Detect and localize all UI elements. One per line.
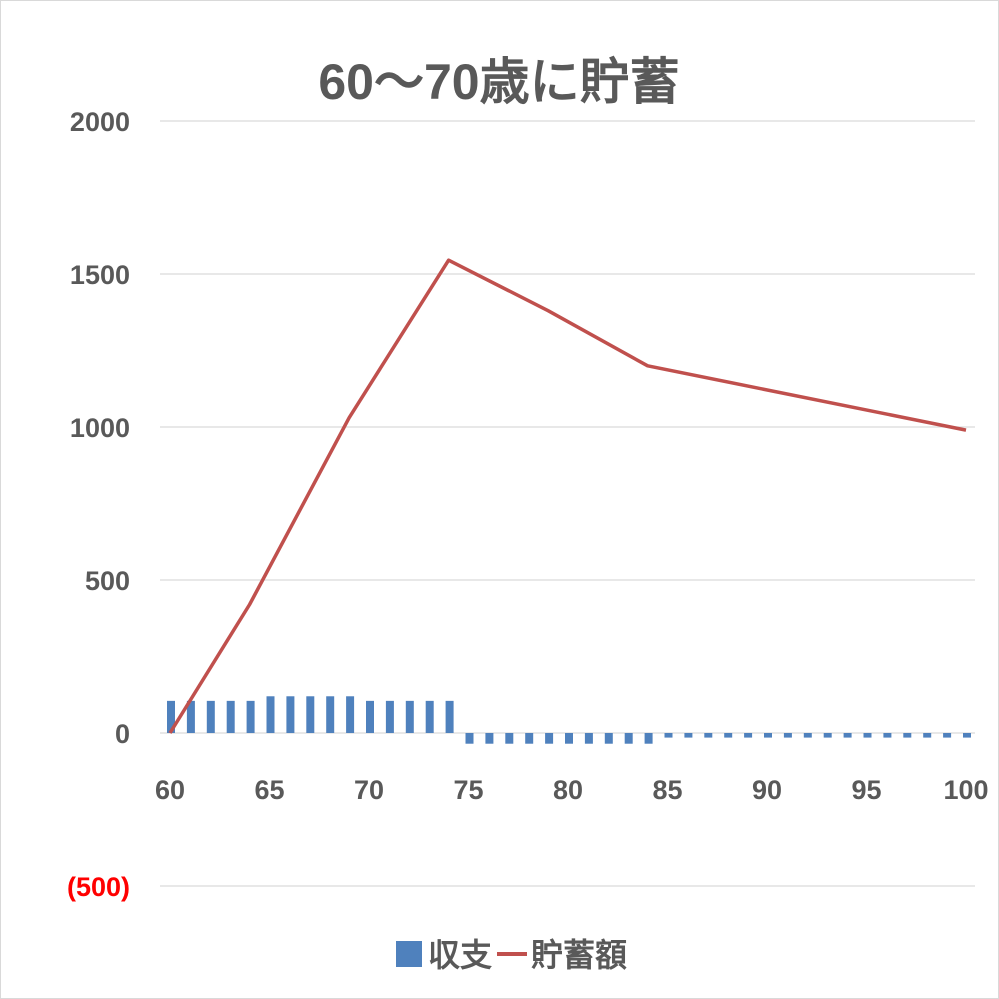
bar-balance [883,733,892,738]
y-axis-tick-labels: 2000 1500 1000 500 0 (500) [67,107,130,902]
x-axis-tick-labels: 60 65 70 75 80 85 90 95 100 [155,775,989,805]
legend-label-balance: 収支 [428,937,492,973]
bar-balance [186,700,195,733]
y-tick-label: 2000 [70,107,130,137]
bar-balance [584,733,593,744]
bar-balance [167,700,175,733]
bar-balance [863,733,872,738]
balance-bars [167,696,971,744]
bar-balance [764,733,772,738]
x-tick-label: 65 [254,775,284,805]
x-tick-label: 85 [652,775,682,805]
savings-line [168,258,967,734]
legend-label-savings: 貯蓄額 [531,937,627,973]
x-tick-label: 90 [752,775,782,805]
legend: 収支 貯蓄額 [396,937,627,973]
bar-balance [485,733,494,744]
bar-balance [704,733,713,738]
y-tick-label: 0 [115,719,130,749]
y-tick-label: 1500 [70,260,130,290]
x-tick-label: 95 [851,775,881,805]
bar-balance [624,733,633,744]
bar-balance [644,733,653,744]
bar-balance [425,700,434,733]
bar-balance [664,733,673,738]
x-tick-label: 100 [943,775,988,805]
bar-balance [565,733,573,744]
bar-balance [306,696,315,733]
x-tick-label: 80 [553,775,583,805]
bar-balance [684,733,693,738]
bar-balance [545,733,554,744]
bar-balance [385,700,394,733]
y-tick-label: (500) [67,872,130,902]
x-tick-label: 75 [453,775,483,805]
bar-balance [525,733,534,744]
bar-balance [744,733,753,738]
bar-balance [226,700,235,733]
bar-balance [366,700,374,733]
legend-swatch-balance [396,941,422,967]
bar-balance [903,733,912,738]
y-tick-label: 500 [85,566,130,596]
bar-balance [724,733,733,738]
bar-balance [326,696,335,733]
bar-balance [823,733,832,738]
x-tick-label: 60 [155,775,185,805]
y-tick-label: 1000 [70,413,130,443]
bar-balance [286,696,295,733]
bar-balance [943,733,952,738]
bar-balance [923,733,932,738]
chart-title: 60〜70歳に貯蓄 [318,54,679,110]
bar-balance [266,696,275,733]
x-tick-label: 70 [354,775,384,805]
bar-balance [445,700,454,733]
bar-balance [783,733,792,738]
bar-balance [465,733,474,744]
bar-balance [843,733,852,738]
gridlines [160,120,975,887]
bar-balance [505,733,514,744]
bar-balance [246,700,255,733]
savings-line-path [168,258,967,734]
bar-balance [405,700,414,733]
bar-balance [346,696,355,733]
bar-balance [963,733,971,738]
bar-balance [604,733,613,744]
bar-balance [206,700,215,733]
bar-balance [803,733,812,738]
